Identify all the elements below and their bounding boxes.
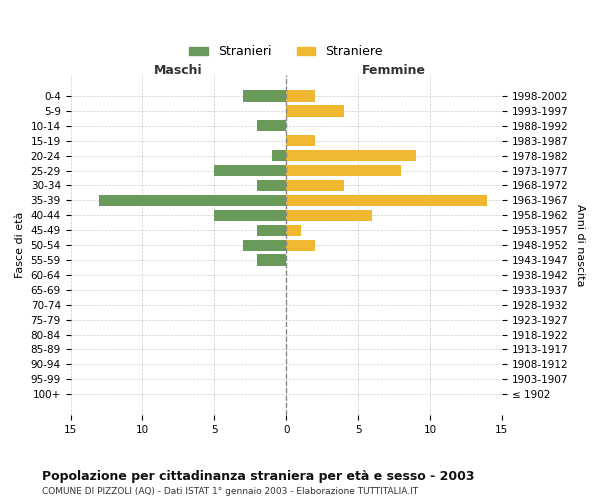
Bar [286,224,301,236]
Bar [286,90,315,102]
Bar [257,120,286,132]
Bar [243,240,286,250]
Bar [257,224,286,236]
Bar [286,165,401,176]
Bar [257,254,286,266]
Bar [257,180,286,191]
Y-axis label: Fasce di età: Fasce di età [15,212,25,278]
Text: Maschi: Maschi [154,64,203,76]
Bar [214,165,286,176]
Y-axis label: Anni di nascita: Anni di nascita [575,204,585,286]
Bar [286,195,487,206]
Bar [99,195,286,206]
Bar [214,210,286,221]
Bar [286,180,344,191]
Bar [286,135,315,146]
Bar [286,150,416,161]
Bar [272,150,286,161]
Legend: Stranieri, Straniere: Stranieri, Straniere [184,40,388,64]
Text: COMUNE DI PIZZOLI (AQ) - Dati ISTAT 1° gennaio 2003 - Elaborazione TUTTITALIA.IT: COMUNE DI PIZZOLI (AQ) - Dati ISTAT 1° g… [42,488,418,496]
Bar [286,240,315,250]
Bar [243,90,286,102]
Bar [286,106,344,117]
Text: Popolazione per cittadinanza straniera per età e sesso - 2003: Popolazione per cittadinanza straniera p… [42,470,475,483]
Text: Femmine: Femmine [362,64,426,76]
Bar [286,210,373,221]
